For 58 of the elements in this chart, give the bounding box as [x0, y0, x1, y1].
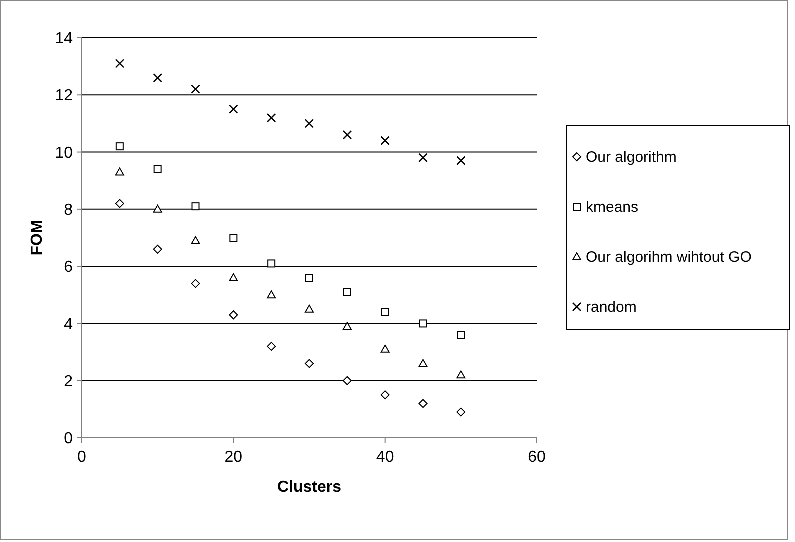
point — [456, 370, 466, 379]
point — [267, 342, 276, 352]
point — [229, 310, 238, 320]
legend-label: random — [586, 299, 637, 316]
point — [304, 119, 314, 128]
y-tick-label: 14 — [55, 30, 74, 48]
point — [153, 204, 162, 213]
x-axis-title: Clusters — [277, 479, 342, 496]
legend-label: Our algorithm — [586, 149, 677, 166]
x-tick-label: 60 — [528, 449, 546, 466]
point — [380, 344, 390, 353]
point — [153, 244, 162, 254]
point — [191, 84, 200, 94]
point — [305, 359, 314, 368]
point — [192, 202, 200, 211]
x-tick-label: 20 — [224, 449, 243, 466]
point — [305, 304, 314, 313]
y-tick-label: 0 — [64, 430, 74, 448]
point — [115, 199, 124, 208]
point — [418, 359, 428, 368]
legend-label: kmeans — [586, 199, 639, 216]
point — [380, 136, 390, 146]
point — [191, 279, 200, 288]
point — [381, 308, 390, 316]
point — [343, 288, 352, 296]
point — [456, 408, 466, 417]
point — [229, 104, 238, 114]
point — [191, 236, 200, 244]
x-tick-label: 0 — [78, 449, 87, 466]
point — [456, 156, 466, 166]
point — [342, 322, 352, 330]
point — [115, 168, 124, 176]
point — [153, 73, 162, 83]
y-tick-label: 2 — [64, 373, 74, 390]
point — [418, 399, 428, 408]
y-tick-label: 6 — [64, 259, 74, 276]
y-tick-label: 12 — [55, 88, 74, 105]
point — [419, 320, 428, 328]
point — [342, 130, 352, 140]
point — [267, 290, 276, 299]
y-tick-label: 10 — [55, 144, 74, 162]
point — [418, 153, 428, 163]
point — [229, 274, 238, 282]
point — [116, 142, 124, 151]
x-tick-label: 40 — [376, 449, 394, 466]
y-tick-label: 8 — [64, 202, 74, 220]
legend-label: Our algorihm wihtout GO — [586, 249, 752, 266]
point — [342, 376, 352, 386]
y-axis-title: FOM — [29, 220, 46, 256]
point — [306, 274, 314, 282]
point — [380, 390, 390, 400]
point — [115, 59, 125, 68]
point — [230, 234, 238, 242]
point — [266, 113, 276, 123]
point — [268, 260, 276, 268]
point — [154, 165, 162, 174]
point — [457, 331, 466, 340]
y-tick-label: 4 — [64, 316, 74, 334]
